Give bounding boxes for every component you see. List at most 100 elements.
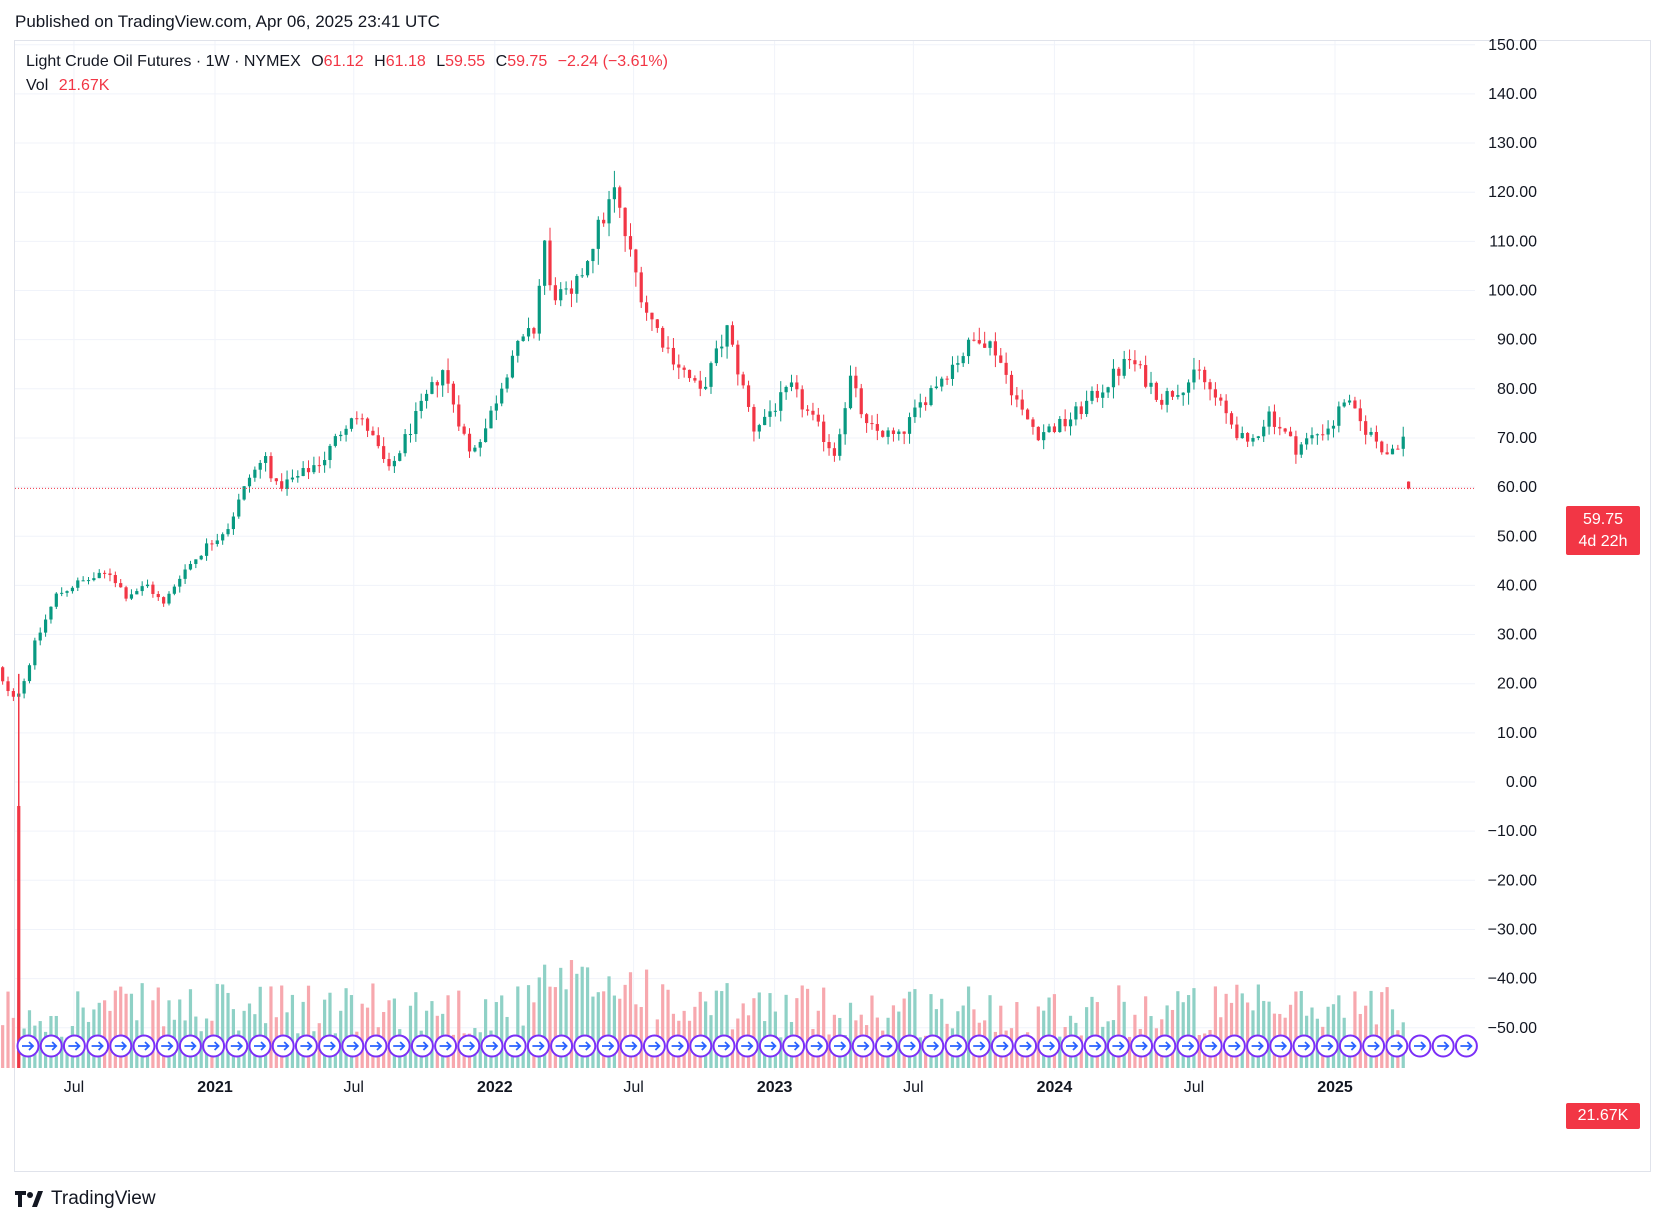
volume-bar <box>140 983 144 1068</box>
volume-bar <box>1144 996 1148 1068</box>
event-icon-arrow <box>555 1041 568 1051</box>
candle-body <box>113 575 117 584</box>
event-icon-arrow <box>486 1041 499 1051</box>
volume-bar <box>1117 985 1121 1068</box>
candle-body <box>478 442 482 448</box>
x-tick-label: Jul <box>623 1079 643 1096</box>
tradingview-logo[interactable]: TradingView <box>15 1188 156 1210</box>
volume-bar <box>113 990 117 1068</box>
event-icon-arrow <box>741 1041 754 1051</box>
candle-body <box>65 591 69 593</box>
candle-body <box>263 456 268 463</box>
candle-body <box>526 328 531 337</box>
candle-body <box>961 356 965 364</box>
candle-body <box>204 543 209 556</box>
candle-body <box>843 408 847 435</box>
volume-bar <box>805 988 810 1068</box>
volume-bar <box>580 966 584 1068</box>
event-icon-arrow <box>718 1041 731 1051</box>
volume-bar <box>752 998 756 1068</box>
event-icons-row <box>16 1034 1478 1058</box>
event-icon-arrow <box>950 1041 963 1051</box>
candle-body <box>167 593 171 604</box>
candlesticks <box>1 170 1411 881</box>
event-icon-arrow <box>509 1041 522 1051</box>
event-icon-arrow <box>671 1041 684 1051</box>
candle-body <box>1267 411 1271 427</box>
candle-body <box>1283 428 1287 432</box>
event-icon-arrow <box>1205 1041 1218 1051</box>
volume-bar <box>618 998 622 1068</box>
candle-body <box>424 393 429 401</box>
candle-body <box>682 367 686 370</box>
candle-body <box>966 339 971 357</box>
candle-body <box>296 476 300 478</box>
candle-body <box>1052 426 1057 433</box>
event-icon-arrow <box>1414 1041 1427 1051</box>
volume-bar <box>913 989 917 1068</box>
candle-body <box>687 369 692 379</box>
candle-body <box>306 468 311 473</box>
event-icon-arrow <box>161 1041 174 1051</box>
y-tick-label: 30.00 <box>1497 627 1537 644</box>
candle-body <box>194 559 198 564</box>
event-icon-arrow <box>1344 1041 1357 1051</box>
y-tick-label: 60.00 <box>1497 479 1537 496</box>
volume-bar <box>1122 1001 1126 1068</box>
candle-body <box>752 406 756 432</box>
volume-bar <box>392 998 396 1068</box>
volume-bar <box>1058 1036 1062 1068</box>
candle-body <box>312 465 316 473</box>
candle-body <box>285 479 289 489</box>
y-tick-label: 90.00 <box>1497 332 1537 349</box>
volume-bar <box>328 992 332 1068</box>
volume-bar <box>1369 990 1373 1068</box>
volume-bar <box>1224 993 1228 1068</box>
candle-body <box>784 386 788 393</box>
candle-body <box>242 486 246 500</box>
event-icon-arrow <box>138 1041 151 1051</box>
candle-body <box>258 462 262 470</box>
volume-bar <box>1380 992 1384 1068</box>
volume-bar <box>714 990 718 1068</box>
volume-bar <box>17 806 21 1068</box>
event-icon-arrow <box>648 1041 661 1051</box>
candle-body <box>500 388 504 404</box>
candle-body <box>714 348 718 364</box>
y-tick-label: −20.00 <box>1488 872 1537 889</box>
legend-close-label: C <box>495 53 508 70</box>
volume-bar <box>129 993 134 1068</box>
event-icon-arrow <box>764 1041 777 1051</box>
event-icon-arrow <box>1437 1041 1450 1051</box>
candle-body <box>403 434 407 454</box>
chart-frame[interactable] <box>14 40 1651 1172</box>
volume-bar <box>1364 1005 1368 1068</box>
volume-bar <box>907 991 912 1068</box>
volume-bar <box>902 998 906 1068</box>
legend-close: 59.75 <box>507 53 548 70</box>
event-icon-arrow <box>1298 1041 1311 1051</box>
event-icon-arrow <box>323 1041 336 1051</box>
candle-body <box>408 434 413 436</box>
candle-body <box>382 446 386 460</box>
candle-body <box>1117 368 1121 376</box>
x-tick-label: 2023 <box>757 1079 793 1096</box>
candle-body <box>763 416 767 426</box>
candle-body <box>398 453 402 461</box>
candle-body <box>473 447 477 452</box>
candle-body <box>33 640 37 666</box>
candle-body <box>612 187 616 200</box>
event-icon-arrow <box>300 1041 313 1051</box>
candle-body <box>1122 358 1126 376</box>
volume-bar <box>537 977 541 1068</box>
y-tick-label: 150.00 <box>1488 37 1537 54</box>
volume-bar <box>371 983 375 1068</box>
event-icon-arrow <box>1274 1041 1288 1051</box>
event-icon-arrow <box>996 1041 1009 1051</box>
candle-body <box>301 468 305 477</box>
candle-body <box>618 187 622 208</box>
candle-body <box>1278 426 1282 429</box>
volume-bar <box>1240 993 1244 1068</box>
volume-bar <box>1262 1000 1266 1068</box>
